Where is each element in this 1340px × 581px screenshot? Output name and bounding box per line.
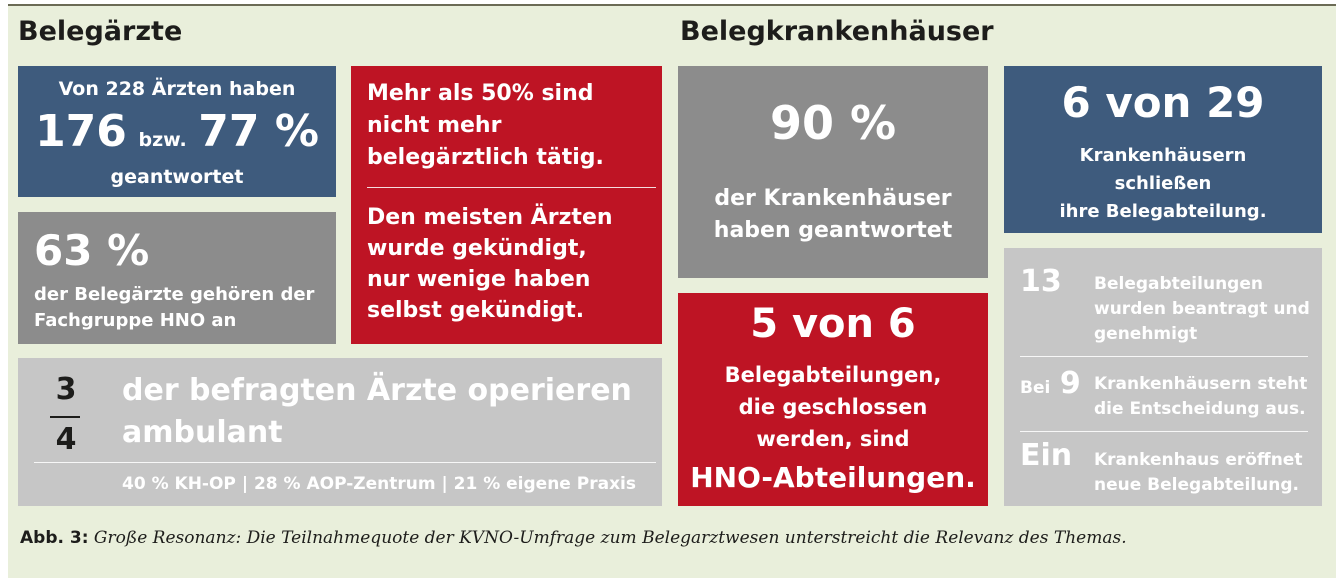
closing-text: Krankenhäusern schließen ihre Belegabtei… (1004, 142, 1322, 226)
status-p2-line1: Den meisten Ärzten (367, 205, 613, 230)
hno-closed-box: 5 von 6 Belegabteilungen, die geschlosse… (678, 293, 988, 506)
ambulant-box: 3 4 der befragten Ärzte operieren ambula… (18, 358, 662, 506)
doctor-response-line1: Von 228 Ärzten haben (58, 78, 296, 100)
ambulant-breakdown: 40 % KH-OP | 28 % AOP-Zentrum | 21 % eig… (122, 474, 636, 494)
hno-share-box: 63 % der Belegärzte gehören der Fachgrup… (18, 212, 336, 344)
fraction-bar (50, 416, 80, 418)
closing-box: 6 von 29 Krankenhäusern schließen ihre B… (1004, 66, 1322, 233)
hno-share-text1: der Belegärzte gehören der (34, 284, 315, 305)
doctor-response-box: Von 228 Ärzten haben 176 bzw. 77 % geant… (18, 66, 336, 197)
doctor-response-percent: 77 % (198, 106, 319, 157)
closing-line2: schließen (1114, 173, 1212, 194)
details-box: 13 Belegabteilungen wurden beantragt und… (1004, 248, 1322, 506)
details-r2-text: Krankenhäusern steht die Entscheidung au… (1094, 372, 1307, 422)
hno-closed-line2: die geschlossen (738, 395, 928, 419)
details-r1-line1: Belegabteilungen (1094, 274, 1263, 294)
hospital-response-line1: der Krankenhäuser (714, 186, 952, 211)
doctor-response-count: 176 (35, 106, 127, 157)
ambulant-divider (34, 462, 656, 463)
hno-share-text2: Fachgruppe HNO an (34, 310, 237, 331)
details-r1-number: 13 (1020, 264, 1062, 299)
details-r1-text: Belegabteilungen wurden beantragt und ge… (1094, 272, 1310, 347)
fraction-numerator: 3 (55, 372, 77, 407)
status-p2-line3: nur wenige haben (367, 267, 591, 292)
details-r3-line2: neue Belegabteilung. (1094, 475, 1299, 495)
figure-caption: Abb. 3: Große Resonanz: Die Teilnahmequo… (20, 528, 1127, 548)
hno-closed-line1: Belegabteilungen, (724, 363, 942, 387)
details-r2-number: 9 (1059, 366, 1081, 401)
status-paragraph-1: Mehr als 50% sind nicht mehr belegärztli… (367, 78, 604, 174)
status-divider (367, 187, 656, 188)
status-p2-line2: wurde gekündigt, (367, 236, 587, 261)
status-paragraph-2: Den meisten Ärzten wurde gekündigt, nur … (367, 202, 613, 326)
details-r2-line2: die Entscheidung aus. (1094, 399, 1306, 419)
closing-line1: Krankenhäusern (1079, 145, 1247, 166)
status-p1-line2: nicht mehr (367, 113, 502, 138)
hno-closed-line3: werden, sind (756, 427, 910, 451)
doctor-response-line3: geantwortet (110, 166, 244, 188)
status-p1-line3: belegärztlich tätig. (367, 145, 604, 170)
hno-share-percent: 63 % (34, 226, 150, 275)
hno-closed-line4: HNO-Abteilungen. (690, 461, 976, 494)
details-divider-1 (1020, 356, 1308, 357)
hospital-response-line2: haben geantwortet (713, 218, 953, 243)
details-r3-line1: Krankenhaus eröffnet (1094, 450, 1303, 470)
details-r2-prefix: Bei (1020, 378, 1051, 398)
details-r2-lead: Bei 9 (1020, 366, 1081, 401)
hno-closed-text: Belegabteilungen, die geschlossen werden… (678, 359, 988, 455)
ambulant-line2: ambulant (122, 415, 283, 450)
closing-line3: ihre Belegabteilung. (1059, 201, 1267, 222)
ambulant-line1: der befragten Ärzte operieren (122, 373, 632, 408)
details-r3-text: Krankenhaus eröffnet neue Belegabteilung… (1094, 448, 1302, 498)
details-divider-2 (1020, 431, 1308, 432)
doctor-status-box: Mehr als 50% sind nicht mehr belegärztli… (351, 66, 662, 344)
ambulant-text: der befragten Ärzte operieren ambulant (122, 370, 632, 454)
details-r3-number: Ein (1020, 438, 1073, 473)
status-p1-line1: Mehr als 50% sind (367, 81, 594, 106)
details-r1-line2: wurden beantragt und (1094, 299, 1310, 319)
heading-belegaerzte: Belegärzte (18, 16, 183, 47)
details-r2-line1: Krankenhäusern steht (1094, 374, 1308, 394)
hospital-response-box: 90 % der Krankenhäuser haben geantwortet (678, 66, 988, 278)
status-p2-line4: selbst gekündigt. (367, 298, 585, 323)
fraction-denominator: 4 (55, 422, 77, 457)
doctor-response-conj: bzw. (138, 129, 187, 151)
hospital-response-percent: 90 % (769, 96, 897, 150)
details-r1-line3: genehmigt (1094, 324, 1198, 344)
hno-closed-figure: 5 von 6 (750, 301, 916, 347)
heading-belegkrankenhaeuser: Belegkrankenhäuser (680, 16, 994, 47)
caption-text: Große Resonanz: Die Teilnahmequote der K… (93, 528, 1127, 548)
closing-figure: 6 von 29 (1061, 78, 1265, 127)
caption-label: Abb. 3: (20, 528, 89, 548)
doctor-response-figures: 176 bzw. 77 % (18, 106, 336, 157)
